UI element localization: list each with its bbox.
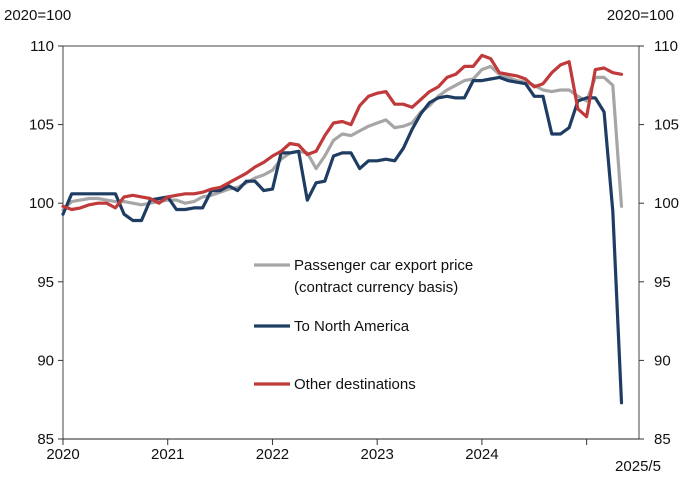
- y-axis-left: 110 105 100 95 90 85: [29, 38, 63, 448]
- legend: Passenger car export price (contract curr…: [254, 257, 473, 393]
- legend-label: (contract currency basis): [294, 279, 458, 296]
- x-end-label: 2025/5: [615, 458, 661, 475]
- x-tick-label: 2022: [256, 446, 289, 463]
- y-axis-right: 110 105 100 95 90 85: [639, 38, 679, 448]
- series-line-other-destinations: [61, 53, 624, 212]
- y-tick-label-left: 85: [37, 431, 54, 448]
- y-tick-label-right: 110: [654, 38, 678, 55]
- left-axis-unit-label: 2020=100: [4, 7, 71, 24]
- legend-item-north-america: To North America: [254, 318, 410, 335]
- y-tick-label-left: 95: [37, 274, 54, 291]
- y-tick-label-right: 90: [654, 352, 671, 369]
- x-tick-label: 2020: [46, 446, 79, 463]
- series-layer: [61, 53, 624, 405]
- y-tick-label-right: 95: [654, 274, 671, 291]
- y-tick-label-right: 100: [654, 195, 679, 212]
- legend-label: Other destinations: [294, 376, 416, 393]
- x-tick-label: 2021: [151, 446, 184, 463]
- series-line-north-america: [61, 75, 624, 405]
- x-axis: 2020 2021 2022 2023 2024: [46, 439, 588, 463]
- x-tick-label: 2023: [360, 446, 393, 463]
- legend-label: To North America: [294, 318, 410, 335]
- y-tick-label-right: 85: [654, 431, 671, 448]
- y-tick-label-left: 105: [29, 117, 54, 134]
- y-tick-label-right: 105: [654, 117, 679, 134]
- legend-item-other-destinations: Other destinations: [254, 376, 416, 393]
- y-tick-label-left: 110: [30, 38, 54, 55]
- y-tick-label-left: 100: [29, 195, 54, 212]
- right-axis-unit-label: 2020=100: [607, 7, 674, 24]
- legend-label: Passenger car export price: [294, 257, 473, 274]
- x-tick-label: 2024: [465, 446, 498, 463]
- legend-item-export-price: Passenger car export price (contract curr…: [254, 257, 473, 296]
- y-tick-label-left: 90: [37, 352, 54, 369]
- series-line-export-price: [61, 64, 624, 212]
